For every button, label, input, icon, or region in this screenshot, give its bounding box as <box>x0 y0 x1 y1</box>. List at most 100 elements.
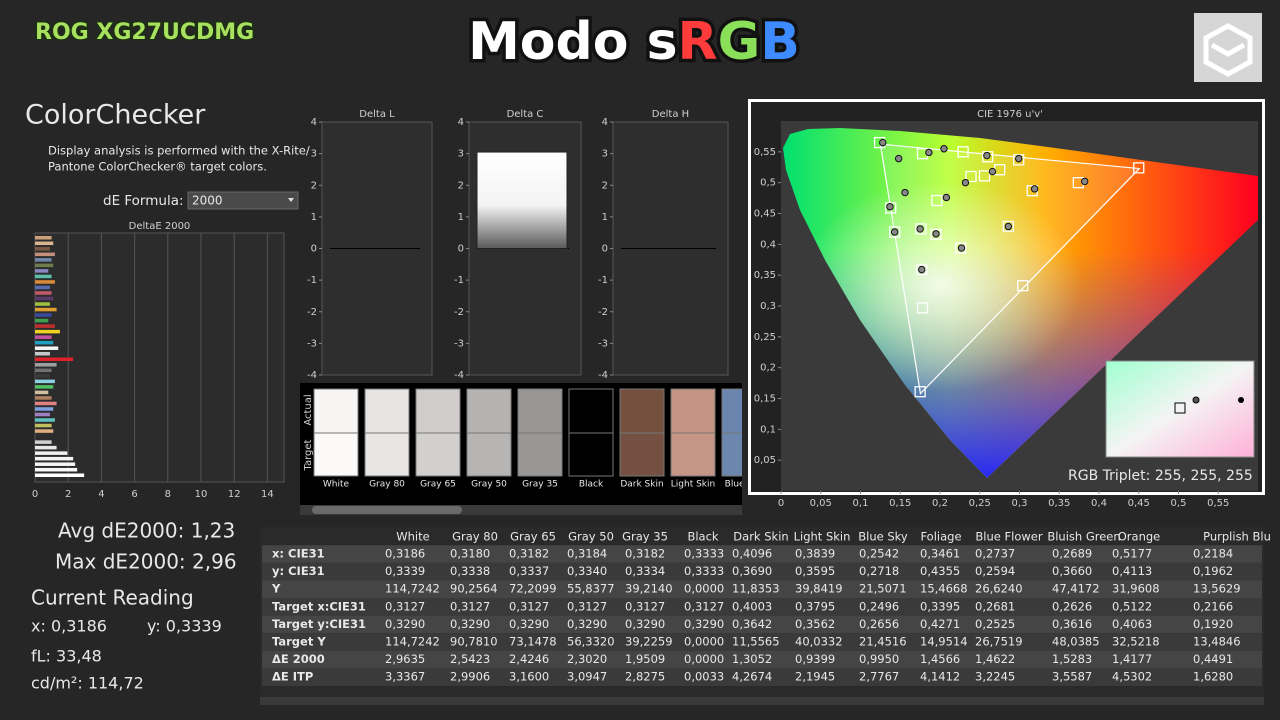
table-cell: 0,3290 <box>567 617 607 631</box>
table-cell: 0,9950 <box>859 652 899 666</box>
table-row <box>262 650 1262 669</box>
y-tick-label: 0,25 <box>754 332 776 343</box>
table-cell: 0,3562 <box>795 617 835 631</box>
title-part: R <box>678 12 718 72</box>
table-row <box>262 562 1262 581</box>
x-tick-label: 0,25 <box>969 498 991 509</box>
y-tick-label: 3 <box>602 149 608 160</box>
bar <box>35 390 49 395</box>
swatch-actual <box>364 388 410 434</box>
bar <box>35 445 57 450</box>
bar <box>35 473 85 477</box>
actual-point <box>1004 222 1013 231</box>
y-tick-label: -4 <box>307 370 317 381</box>
table-cell: 4,5302 <box>1112 670 1152 684</box>
table-cell: 0,2496 <box>859 599 899 613</box>
row-label: Target y:CIE31 <box>272 617 366 631</box>
inset-label: RGB Triplet: 255, 255, 255 <box>1068 468 1253 484</box>
table-cell: 0,0000 <box>684 652 724 666</box>
table-cell: 55,8377 <box>567 582 615 596</box>
table-cell: 0,3290 <box>625 617 665 631</box>
bar <box>35 368 52 373</box>
x-tick-label: 0,2 <box>932 498 948 509</box>
table-cell: 0,2681 <box>975 599 1015 613</box>
bar <box>35 307 57 312</box>
table-cell: 0,2689 <box>1052 547 1092 561</box>
swatch-target <box>568 432 614 477</box>
bar <box>35 467 78 472</box>
row-label: Target x:CIE31 <box>272 599 366 613</box>
swatch-label: Dark Skin <box>620 480 663 490</box>
table-cell: 1,5283 <box>1052 652 1092 666</box>
formula-value[interactable]: 2000 <box>192 194 223 208</box>
column-header: Gray 65 <box>510 530 556 544</box>
table-cell: 4,2674 <box>732 670 772 684</box>
bar <box>35 329 60 334</box>
table-cell: 2,9635 <box>385 652 425 666</box>
column-header: Gray 50 <box>568 530 614 544</box>
table-cell: 0,3290 <box>450 617 490 631</box>
y-tick-label: 0,55 <box>754 147 776 158</box>
table-scrollbar[interactable] <box>260 697 1264 705</box>
scroll-thumb[interactable] <box>312 506 462 514</box>
y-tick-label: 1 <box>311 212 317 223</box>
title-part: G <box>718 12 761 72</box>
target-point <box>889 226 901 238</box>
table-cell: 39,2140 <box>625 582 673 596</box>
table-cell: 31,9608 <box>1112 582 1160 596</box>
table-cell: 2,8275 <box>625 670 665 684</box>
table-cell: 0,3184 <box>567 547 607 561</box>
table-cell: 0,5122 <box>1112 599 1152 613</box>
swatch-target <box>721 432 742 477</box>
table-cell: 0,3127 <box>509 599 549 613</box>
table-cell: 15,4668 <box>920 582 968 596</box>
table-cell: 0,2184 <box>1193 547 1233 561</box>
y-tick-label: 4 <box>458 117 464 128</box>
formula-dropdown[interactable]: 2000 <box>187 191 299 210</box>
y-tick-label: -1 <box>454 275 464 286</box>
x-tick-label: 12 <box>228 489 241 500</box>
reading-fl: fL: 33,48 <box>31 647 102 666</box>
y-tick-label: -2 <box>598 307 608 318</box>
bar <box>35 269 49 273</box>
table-cell: 0,0033 <box>684 670 724 684</box>
table-cell: 0,3461 <box>920 547 960 561</box>
table-cell: 1,4177 <box>1112 652 1152 666</box>
x-tick-label: 0,55 <box>1207 498 1229 509</box>
page-title: Modo sRGB <box>468 12 800 72</box>
row-label: y: CIE31 <box>272 564 325 578</box>
y-tick-label: -1 <box>307 275 317 286</box>
formula-label: dE Formula: <box>103 193 184 209</box>
column-header: Blue Flower <box>975 530 1042 544</box>
actual-point <box>983 151 991 160</box>
chart-title: Delta H <box>652 109 689 120</box>
scrollbar[interactable] <box>300 505 742 515</box>
x-tick-label: 6 <box>131 489 137 500</box>
y-tick-label: 0,35 <box>754 270 776 281</box>
table-cell: 1,3052 <box>732 652 772 666</box>
title-part: Modo s <box>468 12 677 72</box>
table-cell: 0,3690 <box>732 564 772 578</box>
table-cell: 0,3334 <box>625 564 665 578</box>
x-tick-label: 8 <box>165 489 171 500</box>
x-tick-label: 2 <box>65 489 71 500</box>
target-point <box>930 228 942 241</box>
column-header: Dark Skin <box>733 530 788 544</box>
bar <box>35 274 52 279</box>
actual-point <box>940 145 948 153</box>
description-line: Display analysis is performed with the X… <box>48 144 310 158</box>
table-cell: 2,3020 <box>567 652 607 666</box>
column-header: White <box>396 530 429 544</box>
table-cell: 47,4172 <box>1052 582 1100 596</box>
table-cell: 0,4113 <box>1112 564 1152 578</box>
target-point <box>965 170 977 183</box>
table-cell: 0,3180 <box>450 547 490 561</box>
target-point <box>885 202 897 214</box>
table-cell: 0,3339 <box>385 564 425 578</box>
table-cell: 39,2259 <box>625 635 673 649</box>
bar <box>35 258 52 262</box>
swatch-target <box>670 432 716 477</box>
table-cell: 56,3320 <box>567 635 615 649</box>
table-cell: 0,4491 <box>1193 652 1233 666</box>
y-tick-label: 0,05 <box>754 455 776 466</box>
